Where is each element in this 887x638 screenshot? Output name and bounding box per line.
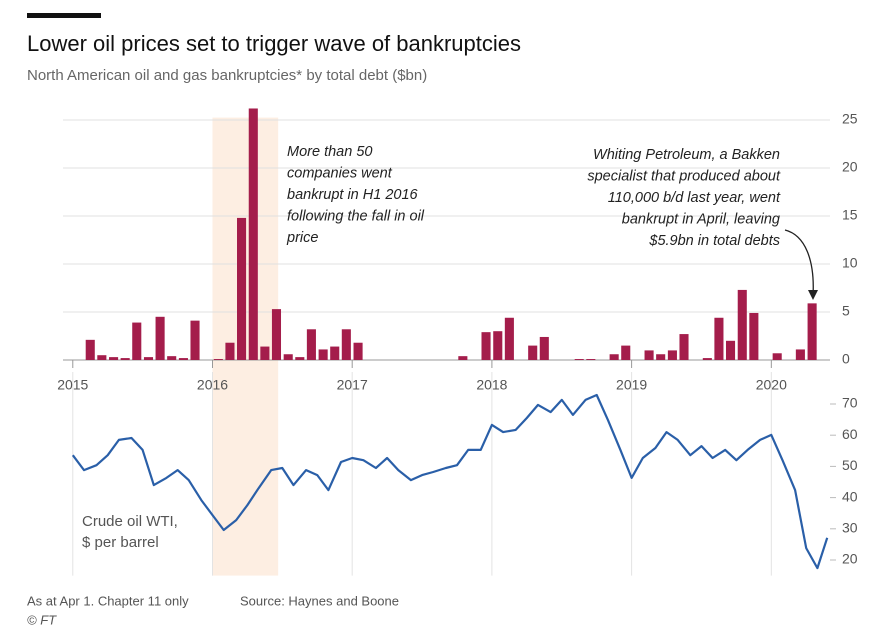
annotation: $5.9bn in total debts [648, 233, 780, 249]
bar [341, 329, 351, 360]
y-tick-label: 40 [842, 488, 858, 504]
x-tick-label: 2016 [197, 377, 228, 393]
bar [167, 356, 177, 360]
annotation: 110,000 b/d last year, went [608, 190, 781, 206]
bar [353, 342, 363, 360]
y-tick-label: 10 [842, 255, 858, 271]
annotation: Whiting Petroleum, a Bakken [593, 147, 780, 163]
bar [109, 357, 119, 360]
y-tick-label: 25 [842, 111, 858, 127]
bar [644, 350, 654, 360]
bar [306, 329, 316, 360]
annotation: companies went [287, 165, 393, 181]
bar [807, 303, 817, 360]
bar [213, 359, 223, 360]
y-tick-label: 50 [842, 457, 858, 473]
bar [318, 349, 328, 360]
annotation: following the fall in oil [287, 208, 425, 224]
bar [85, 339, 95, 360]
annotation: bankrupt in April, leaving [622, 211, 780, 227]
bar [702, 358, 712, 360]
x-tick-label: 2017 [337, 377, 368, 393]
bar [155, 316, 165, 360]
bar [225, 342, 235, 360]
y-tick-label: 30 [842, 520, 858, 536]
bar [493, 331, 503, 360]
bar [586, 359, 596, 360]
bar [539, 336, 549, 360]
bar [132, 322, 142, 360]
annotation: More than 50 [287, 144, 372, 160]
credit: © FT [27, 612, 57, 627]
bar [330, 346, 340, 360]
bar [248, 108, 258, 360]
bar [749, 312, 759, 360]
annotation: specialist that produced about [587, 168, 781, 184]
arrow-head [808, 290, 818, 300]
series-label: $ per barrel [82, 534, 159, 551]
price-line [71, 393, 829, 570]
annotation-arrow [784, 229, 814, 297]
bar [260, 346, 270, 360]
bar [504, 317, 514, 360]
bar [528, 345, 538, 360]
y-tick-label: 5 [842, 303, 850, 319]
bar [679, 334, 689, 360]
annotation: price [286, 230, 318, 246]
bar [271, 309, 282, 360]
y-tick-label: 15 [842, 207, 858, 223]
bar [609, 354, 619, 360]
bar [237, 217, 247, 360]
source: Source: Haynes and Boone [240, 593, 399, 608]
x-tick-label: 2015 [57, 377, 88, 393]
bar [458, 356, 468, 360]
bar [481, 332, 491, 360]
x-tick-label: 2020 [756, 377, 787, 393]
annotation: bankrupt in H1 2016 [287, 187, 419, 203]
note: As at Apr 1. Chapter 11 only [27, 593, 189, 608]
bar [772, 353, 782, 360]
bar [190, 320, 200, 360]
bar [97, 355, 107, 360]
y-tick-label: 0 [842, 351, 850, 367]
bar [574, 359, 584, 360]
x-tick-label: 2018 [476, 377, 507, 393]
bar [120, 358, 130, 360]
bar [795, 349, 805, 360]
bar [737, 289, 747, 360]
y-tick-label: 20 [842, 551, 858, 567]
bar [656, 354, 666, 360]
bar [143, 357, 154, 360]
x-tick-label: 2019 [616, 377, 647, 393]
bar [283, 354, 293, 360]
chart-subtitle: North American oil and gas bankruptcies*… [27, 67, 427, 84]
y-tick-label: 70 [842, 395, 858, 411]
y-tick-label: 20 [842, 159, 858, 175]
bar [725, 340, 736, 360]
y-tick-label: 60 [842, 426, 858, 442]
bar [295, 357, 305, 360]
bar [621, 345, 631, 360]
series-label: Crude oil WTI, [82, 513, 178, 530]
bar [178, 358, 188, 360]
bar [667, 350, 677, 360]
bar [714, 317, 724, 360]
chart-title: Lower oil prices set to trigger wave of … [27, 31, 521, 56]
brand-bar [27, 13, 101, 18]
